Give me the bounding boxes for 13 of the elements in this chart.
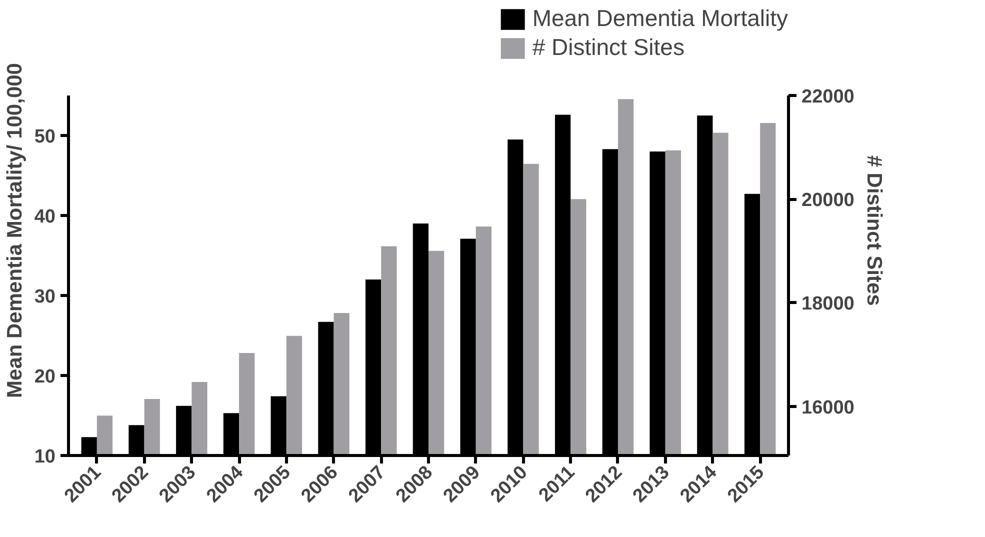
y-tick-label: 50 xyxy=(34,126,56,148)
legend-label: # Distinct Sites xyxy=(532,34,684,61)
y2-tick-label: 18000 xyxy=(802,294,854,315)
y2-tick-label: 22000 xyxy=(802,86,854,108)
y-tick-label: 20 xyxy=(34,366,56,388)
legend-label: Mean Dementia Mortality xyxy=(532,5,788,32)
y-tick-label: 40 xyxy=(34,206,56,228)
y2-tick-label: 20000 xyxy=(802,190,854,212)
y2-axis-title: # Distinct Sites xyxy=(862,155,886,306)
y-tick-label: 10 xyxy=(34,446,56,468)
y2-tick-label: 16000 xyxy=(802,397,854,418)
y-tick-label: 30 xyxy=(34,286,56,308)
y-axis-title: Mean Dementia Mortality/ 100,000 xyxy=(3,63,26,398)
